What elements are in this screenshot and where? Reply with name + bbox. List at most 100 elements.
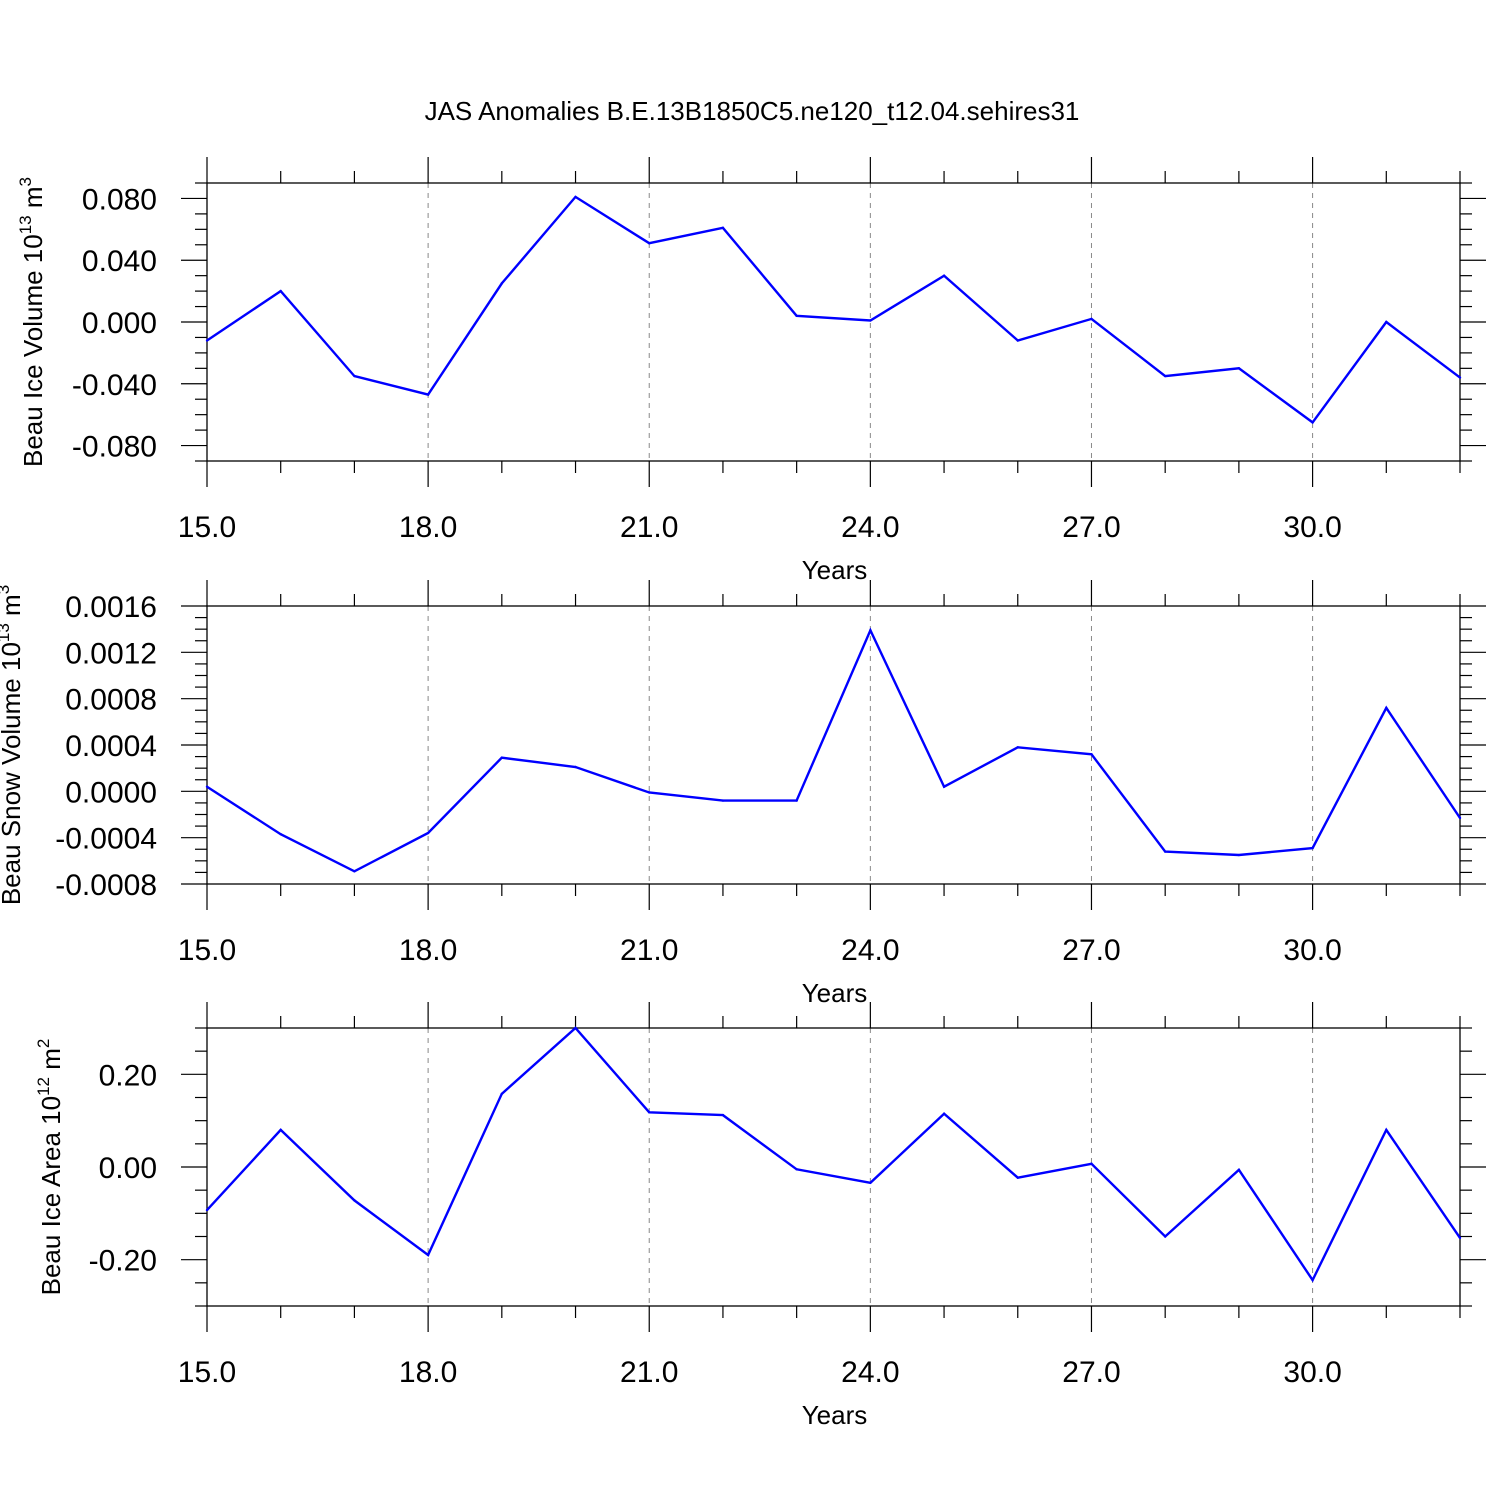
data-point [648, 791, 651, 794]
data-point [1163, 1235, 1167, 1238]
data-point [1237, 1168, 1241, 1171]
x-tick-label: 21.0 [620, 511, 678, 544]
x-tick-label: 30.0 [1283, 1356, 1341, 1389]
data-point [500, 282, 504, 285]
data-point [1458, 1236, 1462, 1240]
y-axis-label: Beau Ice Area 1012 m2 [34, 1039, 66, 1296]
x-tick-label: 18.0 [399, 934, 457, 967]
series-line [206, 627, 1461, 873]
y-axis-label-text: Beau Snow Volume 10 [0, 642, 26, 905]
x-axis-label: Years [802, 978, 868, 1008]
x-tick-label: 27.0 [1062, 934, 1120, 967]
y-axis-label: Beau Snow Volume 1013 m3 [0, 585, 26, 905]
data-point [1016, 746, 1019, 749]
x-tick-label: 30.0 [1283, 511, 1341, 544]
data-point [1311, 846, 1314, 850]
data-point [1311, 421, 1314, 424]
data-point [574, 1026, 577, 1030]
data-point [942, 274, 946, 277]
y-tick-label: -0.0008 [55, 869, 157, 902]
chart-panel-1: -0.080 -0.040 0.000 0.040 0.080 15.0 18.0 21.0 2… [16, 157, 1486, 585]
data-point [353, 870, 356, 873]
plot-frame [206, 182, 1461, 462]
y-tick-label: 0.00 [99, 1152, 157, 1185]
x-tick-label: 21.0 [620, 934, 678, 967]
series-line [206, 195, 1461, 425]
y-tick-label: 0.0016 [65, 591, 157, 624]
data-point [426, 393, 430, 396]
y-axis-label-text: Beau Ice Volume 10 [18, 234, 48, 467]
data-point [279, 289, 282, 293]
y-tick-label: -0.0004 [55, 823, 157, 856]
data-point [1090, 1162, 1093, 1165]
y-axis-label-unit-exponent: 3 [16, 177, 35, 186]
x-tick-label: 15.0 [178, 934, 236, 967]
series-line [206, 1026, 1461, 1283]
y-axis-label-exponent: 13 [0, 623, 13, 642]
y-tick-label: 0.0004 [65, 730, 157, 763]
data-point [426, 1253, 430, 1257]
chart-panel-2: -0.0008 -0.0004 0.0000 0.0004 0.0008 0.0012 0.… [0, 580, 1486, 1008]
data-point [205, 1208, 209, 1212]
y-axis-label-text: Beau Ice Area 10 [36, 1096, 66, 1295]
y-axis-label: Beau Ice Volume 1013 m3 [16, 177, 48, 467]
y-tick-label: 0.0012 [65, 637, 157, 670]
data-point [205, 785, 209, 788]
data-point [426, 831, 430, 835]
data-point [1237, 367, 1241, 370]
data-point [869, 1181, 872, 1184]
data-point [648, 242, 651, 245]
data-point [795, 799, 798, 802]
data-point [869, 319, 872, 322]
data-point [795, 1168, 798, 1171]
data-point [574, 195, 577, 199]
y-axis-label-unit: m [0, 594, 26, 623]
data-point [795, 314, 798, 318]
y-tick-label: 0.0000 [65, 776, 157, 809]
x-axis-label: Years [802, 1400, 868, 1430]
data-point [942, 785, 946, 788]
data-point [1016, 1176, 1019, 1179]
figure-title: JAS Anomalies B.E.13B1850C5.ne120_t12.04… [425, 96, 1080, 126]
data-point [279, 832, 282, 836]
data-point [353, 374, 356, 378]
x-tick-label: 21.0 [620, 1356, 678, 1389]
data-point [1311, 1278, 1314, 1282]
x-tick-label: 30.0 [1283, 934, 1341, 967]
data-point [279, 1128, 282, 1132]
data-point [648, 1111, 651, 1114]
data-point [1237, 853, 1241, 857]
x-tick-label: 15.0 [178, 511, 236, 544]
y-tick-label: 0.20 [99, 1059, 157, 1092]
y-tick-label: 0.0008 [65, 684, 157, 717]
data-point [574, 765, 577, 769]
x-tick-label: 15.0 [178, 1356, 236, 1389]
x-tick-label: 24.0 [841, 511, 899, 544]
data-point [1163, 850, 1167, 853]
data-point [1163, 374, 1167, 378]
y-tick-label: 0.080 [82, 183, 157, 216]
data-point [500, 756, 504, 759]
y-axis-label-exponent: 13 [16, 215, 35, 234]
y-axis-label-unit-exponent: 3 [0, 585, 13, 594]
data-point [1090, 317, 1093, 321]
y-tick-label: -0.080 [72, 431, 157, 464]
data-point [353, 1199, 356, 1202]
data-point [1090, 753, 1093, 756]
data-point [721, 1113, 725, 1117]
data-point [1385, 1128, 1388, 1132]
data-point [1016, 339, 1019, 342]
x-tick-label: 27.0 [1062, 511, 1120, 544]
y-axis-label-exponent: 12 [34, 1077, 53, 1096]
x-tick-label: 27.0 [1062, 1356, 1120, 1389]
data-point [500, 1092, 504, 1095]
y-tick-label: -0.040 [72, 369, 157, 402]
plot-frame [206, 1027, 1461, 1307]
data-point [1385, 706, 1388, 710]
chart-panel-3: -0.20 0.00 0.20 15.0 18.0 21.0 24.0 27.0 30.0 Yea… [34, 1002, 1486, 1430]
y-axis-label-unit: m [36, 1048, 66, 1077]
x-tick-label: 24.0 [841, 934, 899, 967]
x-tick-label: 18.0 [399, 511, 457, 544]
x-tick-label: 24.0 [841, 1356, 899, 1389]
